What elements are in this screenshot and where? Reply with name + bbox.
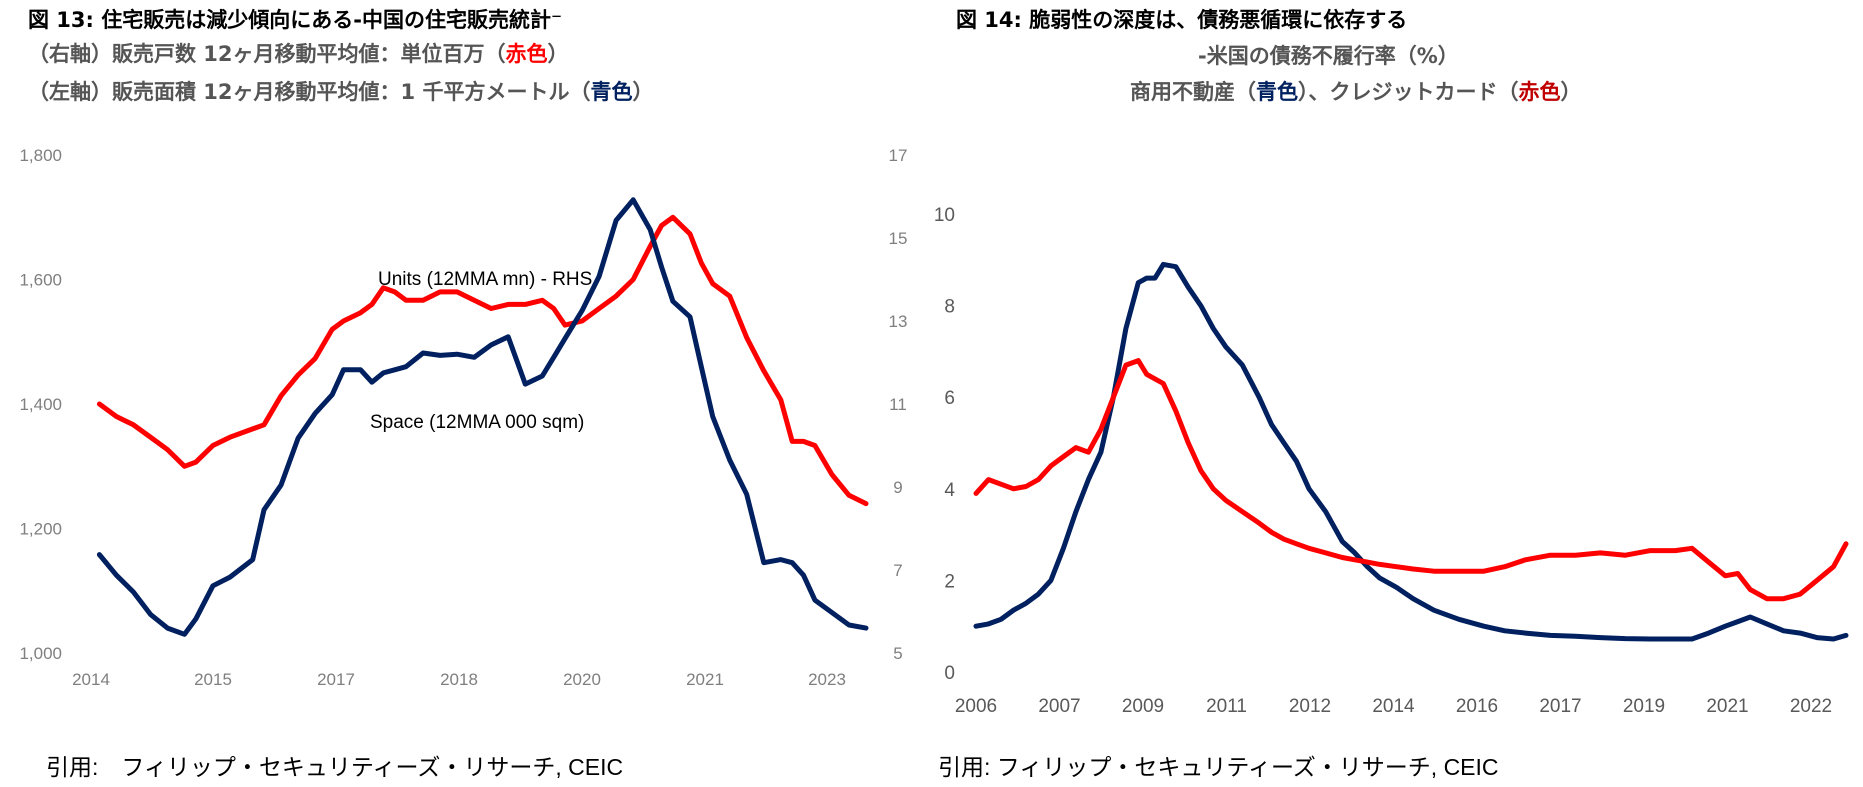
chart14-plot: 0 2 4 6 8 10 2006 2007 2009 2011 2012 2014 2016 2017 2… [934, 205, 1849, 717]
chart13-subtitle-right-axis: （右軸）販売戸数 12ヶ月移動平均値：単位百万（赤色） [28, 38, 569, 68]
legend-caption-a: 商用不動産（ [1130, 80, 1256, 104]
blue-color-label: 青色 [590, 80, 633, 104]
x-tick-label: 2014 [1372, 696, 1415, 717]
legend-caption-c: ） [1560, 80, 1582, 104]
y-right-tick-label: 11 [889, 395, 907, 414]
y-tick-label: 4 [944, 480, 955, 501]
chart13-subtitle-right-axis-text: （右軸）販売戸数 12ヶ月移動平均値：単位百万 [28, 42, 485, 66]
x-tick-label: 2007 [1038, 696, 1080, 717]
x-tick-label: 2017 [317, 670, 355, 689]
chart14-title: 図 14: 脆弱性の深度は、債務悪循環に依存する [956, 8, 1408, 32]
y-right-tick-label: 5 [893, 644, 902, 663]
chart13-source: 引用: フィリップ・セキュリティーズ・リサーチ, CEIC [46, 754, 624, 780]
x-tick-label: 2018 [440, 670, 478, 689]
red-color-label: 赤色 [505, 42, 548, 66]
x-tick-label: 2020 [563, 670, 601, 689]
x-tick-label: 2009 [1122, 696, 1164, 717]
annotation-units: Units (12MMA mn) - RHS [378, 269, 592, 290]
y-tick-label: 0 [944, 663, 955, 684]
blue-color-label: 青色 [1256, 80, 1298, 104]
x-tick-label: 2023 [808, 670, 846, 689]
paren-open: （ [569, 80, 591, 104]
x-tick-label: 2021 [1706, 696, 1748, 717]
chart14-source: 引用: フィリップ・セキュリティーズ・リサーチ, CEIC [938, 754, 1499, 780]
y-tick-label: 2 [944, 571, 955, 592]
y-right-tick-label: 9 [893, 478, 902, 497]
y-right-tick-label: 17 [889, 146, 908, 165]
series-line-credit-card [973, 358, 1849, 602]
x-tick-label: 2016 [1456, 696, 1498, 717]
chart14-legend-caption: 商用不動産（青色）、クレジットカード（赤色） [1130, 76, 1582, 106]
series-line-units [96, 214, 869, 507]
x-tick-label: 2014 [72, 670, 110, 689]
y-left-tick-label: 1,200 [19, 520, 62, 539]
y-right-tick-label: 7 [893, 561, 902, 580]
chart14-subtitle: -米国の債務不履行率（%） [1198, 44, 1459, 68]
y-left-tick-label: 1,400 [19, 395, 62, 414]
y-tick-label: 8 [944, 297, 955, 318]
x-tick-label: 2022 [1790, 696, 1832, 717]
y-left-tick-label: 1,600 [19, 271, 62, 290]
x-tick-label: 2011 [1206, 696, 1247, 717]
series-line-space [96, 197, 869, 637]
x-tick-label: 2015 [194, 670, 232, 689]
paren-close: ） [632, 80, 654, 104]
y-right-tick-label: 13 [889, 312, 908, 331]
chart13-title: 図 13: 住宅販売は減少傾向にある-中国の住宅販売統計⁻ [28, 8, 563, 32]
x-tick-label: 2019 [1623, 696, 1665, 717]
x-tick-label: 2012 [1289, 696, 1331, 717]
red-color-label: 赤色 [1518, 80, 1561, 104]
paren-close: ） [547, 42, 569, 66]
chart13-subtitle-left-axis-text: （左軸）販売面積 12ヶ月移動平均値：1 千平方メートル [28, 80, 570, 104]
x-tick-label: 2006 [955, 696, 997, 717]
y-tick-label: 10 [934, 205, 955, 226]
y-left-tick-label: 1,000 [19, 644, 62, 663]
y-left-tick-label: 1,800 [19, 146, 62, 165]
annotation-space: Space (12MMA 000 sqm) [370, 412, 584, 433]
paren-open: （ [484, 42, 506, 66]
legend-caption-b: ）、クレジットカード（ [1298, 80, 1519, 104]
chart13-subtitle-left-axis: （左軸）販売面積 12ヶ月移動平均値：1 千平方メートル（青色） [28, 76, 653, 106]
chart13-plot: 1,000 1,200 1,400 1,600 1,800 5 7 9 11 13 15 17 2014… [19, 146, 907, 689]
x-tick-label: 2021 [686, 670, 724, 689]
x-tick-label: 2017 [1539, 696, 1581, 717]
y-right-tick-label: 15 [889, 229, 908, 248]
series-line-commercial-real-estate [973, 261, 1849, 642]
y-tick-label: 6 [944, 388, 955, 409]
